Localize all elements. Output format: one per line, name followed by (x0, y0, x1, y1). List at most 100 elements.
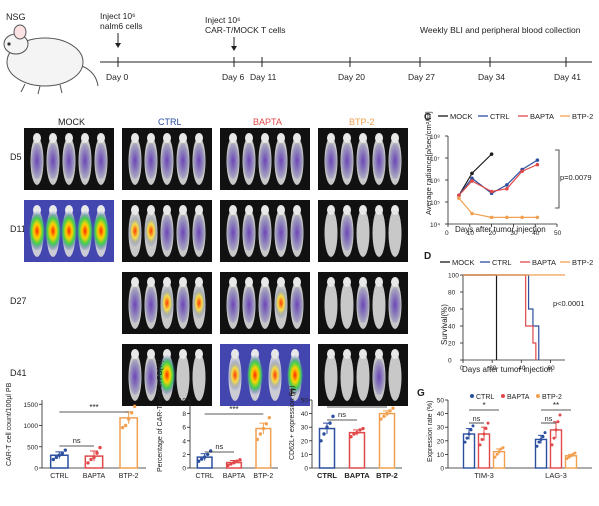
timeline-day-label: Day 41 (554, 72, 581, 82)
panelE2-point (229, 462, 233, 466)
panel-c-ytick-label: 10⁴ (430, 222, 440, 229)
timeline-day-label: Day 6 (222, 72, 244, 82)
panelG-sig-inner: ns (545, 416, 553, 423)
panelE1-point (54, 455, 59, 460)
panel-c-point (489, 152, 494, 156)
bli-signal-faint (373, 359, 385, 395)
panelE2-point (264, 422, 269, 426)
bli-mouse-head (359, 277, 367, 287)
panel-c-point (535, 158, 540, 162)
bli-mouse-head (261, 205, 269, 215)
timeline-day-label: Day 0 (106, 72, 128, 82)
panelF-ns-label: ns (338, 410, 346, 419)
panel-c-radiance-chart: C MOCK CTRL BAPTA BTP-2 10⁸ 10⁷ 10⁶ 10⁵ 10⁴ 0 10 2… (424, 111, 593, 237)
panel-f-cd62l-chart: F 50 40 30 20 10 0 CTRL BAPTA BTP-2 ns ** CD62L+ ex… (289, 385, 402, 480)
bli-signal-faint (145, 143, 157, 179)
panelE1-bar (119, 417, 139, 469)
bli-mouse-head (81, 133, 89, 143)
panel-c-series-line (458, 197, 538, 218)
mouse-icon (3, 24, 99, 95)
panelE1-ns-label: ns (73, 436, 81, 445)
bli-group-ctrl: CTRL (158, 117, 182, 127)
bli-mouse (324, 281, 338, 329)
panel-d-series-line (463, 274, 540, 360)
bli-signal-faint (275, 215, 287, 251)
panelF-ytick-label: 30 (301, 425, 309, 432)
bli-mouse-head (245, 205, 253, 215)
bli-signal-faint (357, 287, 369, 323)
bli-mouse-head (131, 277, 139, 287)
panelE1-point (123, 423, 128, 428)
panel-c-point (470, 179, 474, 183)
bli-signal-faint (47, 143, 59, 179)
panelG-point (482, 432, 486, 436)
bli-signal-faint (95, 143, 107, 179)
panelE1-point (51, 457, 56, 462)
panelF-ytick-label: 20 (301, 438, 309, 445)
panel-c-xlabel: Days after tumor injection (455, 225, 546, 234)
panelG-point (573, 451, 577, 455)
bli-signal-faint (291, 143, 303, 179)
panelE2-ytick-label: 0 (182, 466, 186, 473)
panelE2-ytick-label: 8 (182, 411, 186, 418)
panelG-point (465, 436, 469, 440)
bli-signal-faint (161, 215, 173, 251)
panelF-star-label: ** (354, 398, 360, 407)
panel-c-point (505, 183, 509, 187)
bli-mouse-head (391, 133, 399, 143)
bli-signal-faint (63, 143, 75, 179)
bli-mouse-head (359, 349, 367, 359)
panelG-point (467, 432, 471, 436)
bli-mouse-head (261, 277, 269, 287)
panelE1-point (57, 453, 62, 457)
panelE2-ylabel: Percentage of CAR-T cells in PB(%) (157, 360, 164, 472)
panelE1-point (95, 451, 99, 455)
panel-c-point (520, 169, 524, 174)
panelG-bar (534, 438, 548, 469)
bli-mouse-head (147, 349, 155, 359)
panelE1-category-label: CTRL (50, 473, 68, 480)
panelF-ytick-label: 0 (304, 466, 308, 473)
panel-c-point (535, 215, 540, 220)
panelE2-point (238, 458, 242, 462)
panelG-point (486, 421, 490, 425)
bli-signal-strong (44, 211, 62, 251)
bli-mouse (192, 353, 206, 401)
bli-mouse-head (195, 349, 203, 359)
panel-c-point (470, 171, 474, 176)
timeline-panel: NSG Inject 10⁶ nalm6 cells Inject 10⁶ CA… (3, 11, 592, 95)
panel-e2-cart-percentage-chart: 10 8 6 4 2 0 CTRL BAPTA BTP-2 ns *** Percentage of … (157, 360, 278, 480)
panelE2-ytick-label: 2 (182, 452, 186, 459)
panelE2-point (261, 426, 266, 431)
bli-signal-strong (246, 355, 264, 395)
bli-mouse-head (231, 349, 239, 359)
bli-mouse-head (293, 277, 301, 287)
panelE2-point (202, 455, 207, 459)
panel-c-ytick-label: 10⁸ (430, 134, 440, 141)
panelG-ytick-label: 20 (437, 438, 445, 445)
panel-c-significance-bracket (555, 149, 560, 209)
panelG-legend-label: CTRL (476, 394, 494, 401)
panelE2-star-label: *** (229, 405, 238, 414)
panelE2-point (196, 459, 201, 463)
bli-signal-strong (92, 211, 110, 251)
panelG-point (493, 455, 497, 459)
panelE1-ytick-label: 1500 (24, 402, 39, 409)
panel-c-series-line (458, 164, 538, 196)
bli-mouse-head (375, 205, 383, 215)
bli-signal-faint (227, 215, 239, 251)
bli-signal-medium (144, 215, 158, 247)
bli-mouse-head (163, 277, 171, 287)
panelG-point (541, 435, 545, 439)
panelF-point (328, 421, 332, 425)
bli-signal-faint (259, 143, 271, 179)
bli-mouse-head (163, 133, 171, 143)
panelG-point (550, 443, 554, 447)
bli-signal-faint (291, 215, 303, 251)
panel-g-letter: G (417, 388, 425, 399)
panelE1-point (60, 451, 65, 455)
bli-mouse-head (195, 133, 203, 143)
panel-c-point (535, 162, 540, 167)
bli-mouse-head (261, 133, 269, 143)
